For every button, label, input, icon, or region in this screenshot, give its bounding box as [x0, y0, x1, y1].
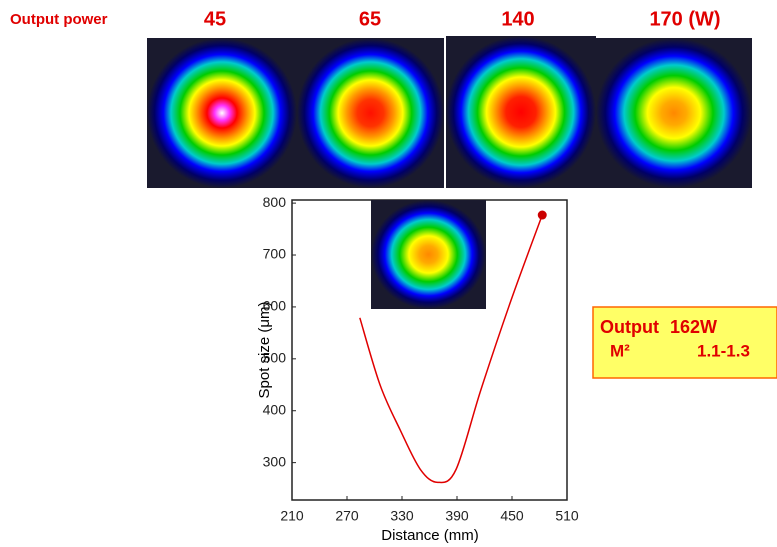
line — [359, 214, 543, 484]
power-value: 140 — [501, 8, 534, 30]
spec-value: 1.1-1.3 — [697, 341, 750, 360]
y-tick-label: 500 — [263, 350, 287, 366]
y-tick-label: 700 — [263, 246, 287, 262]
spec-value: 162W — [670, 317, 717, 337]
beam-image — [596, 38, 752, 188]
x-tick-label: 450 — [500, 508, 524, 524]
y-tick-label: 600 — [263, 298, 287, 314]
power-value: 45 — [204, 8, 226, 30]
y-axis-label: Spot size (μm) — [256, 302, 273, 399]
power-label: Output power — [10, 11, 108, 28]
x-tick-label: 330 — [390, 508, 414, 524]
x-tick-label: 390 — [445, 508, 469, 524]
beam-image — [297, 38, 444, 188]
beam-image — [446, 36, 596, 188]
y-tick-label: 400 — [263, 401, 287, 417]
x-axis-label: Distance (mm) — [381, 527, 479, 544]
spec-label: Output — [600, 317, 659, 337]
y-tick-label: 300 — [263, 453, 287, 469]
power-value: 65 — [359, 8, 381, 30]
plot: 210 270 330 390 450 510 300 400 500 600 700 800 — [263, 194, 579, 524]
end-point — [537, 210, 547, 220]
spec-box — [592, 306, 777, 379]
x-tick-label: 510 — [555, 508, 579, 524]
spec-label: M² — [610, 341, 630, 360]
beam-image — [147, 38, 297, 188]
power-value: 170 (W) — [649, 8, 720, 30]
x-tick-label: 210 — [280, 508, 304, 524]
inset-image — [371, 200, 486, 309]
x-tick-label: 270 — [335, 508, 359, 524]
y-tick-label: 800 — [263, 194, 287, 210]
